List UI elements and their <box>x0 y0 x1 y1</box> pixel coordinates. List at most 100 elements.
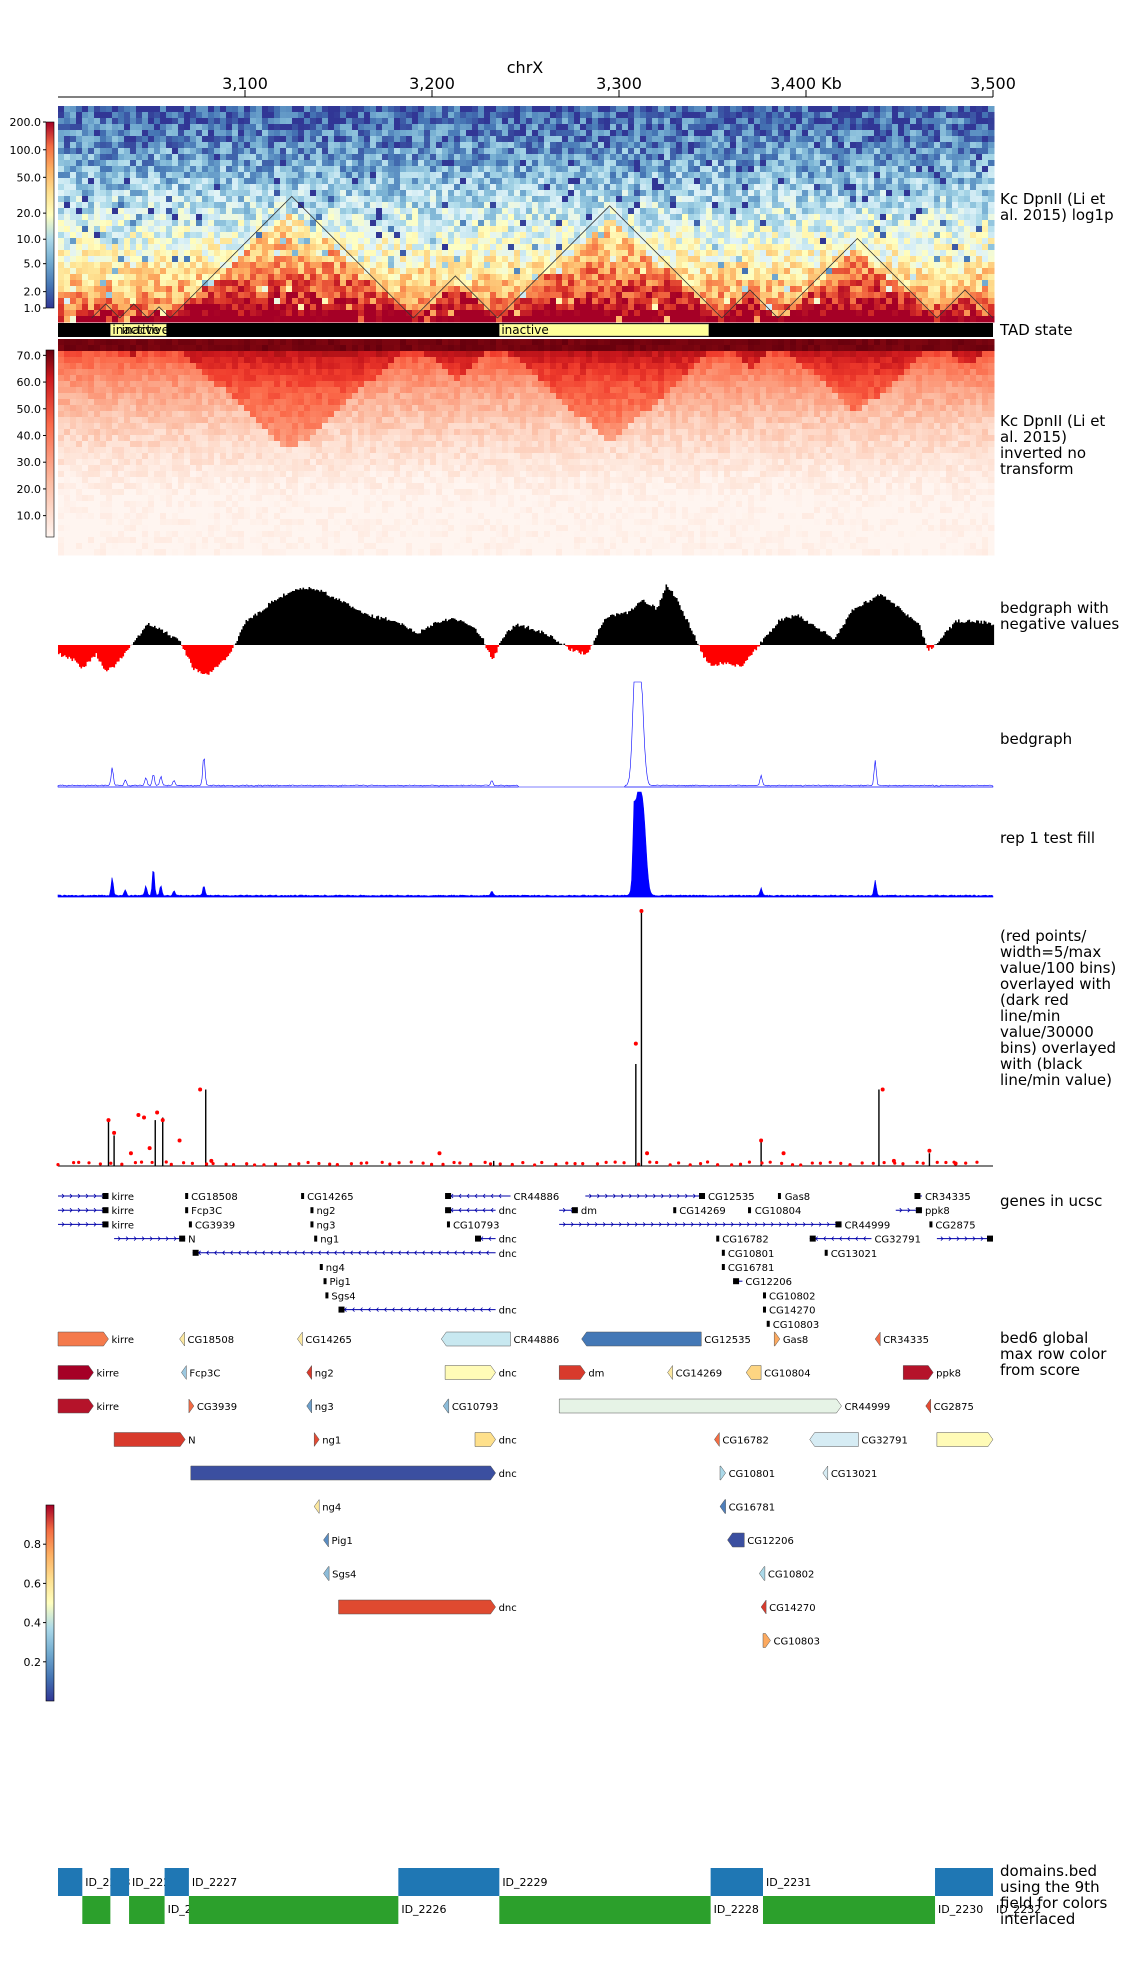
hic-cell <box>820 106 827 113</box>
hic-cell <box>448 190 455 197</box>
hic-cell <box>856 226 863 233</box>
hic-cell <box>760 136 767 143</box>
hic-cell <box>370 226 377 233</box>
hic-cell <box>688 226 695 233</box>
hic-cell <box>76 112 83 119</box>
hic-cell <box>352 106 359 113</box>
hic-cell <box>628 256 635 263</box>
hic-cell <box>664 160 671 167</box>
hic-cell <box>802 226 809 233</box>
hic-cell <box>628 310 635 317</box>
hic-cell <box>694 178 701 185</box>
hic-cell <box>772 268 779 275</box>
hic-cell <box>700 130 707 137</box>
hic-cell <box>100 310 107 317</box>
hic-cell <box>460 124 467 131</box>
hic-cell <box>490 268 497 275</box>
hic-cell <box>850 292 857 299</box>
hic-cell <box>268 172 275 179</box>
hic-cell <box>454 214 461 221</box>
hic-cell <box>364 232 371 239</box>
hic-cell <box>712 220 719 227</box>
hic-cell <box>448 136 455 143</box>
hic-cell <box>76 220 83 227</box>
hic-cell <box>298 154 305 161</box>
hic-cell <box>652 172 659 179</box>
hic-cell <box>388 298 395 305</box>
hic-cell <box>862 298 869 305</box>
hic-cell <box>238 238 245 245</box>
hic-cell <box>706 220 713 227</box>
hic-cell <box>424 112 431 119</box>
hic-cell <box>544 316 551 323</box>
hic-cell <box>838 112 845 119</box>
hic-cell <box>562 298 569 305</box>
hic-cell <box>316 202 323 209</box>
hic-cell <box>358 292 365 299</box>
hic-cell <box>316 226 323 233</box>
hic-cell <box>118 280 125 287</box>
hic-cell <box>370 256 377 263</box>
hic-cell <box>508 286 515 293</box>
hic-cell <box>316 106 323 113</box>
hic-cell <box>388 214 395 221</box>
hic-cell <box>82 172 89 179</box>
hic-cell <box>148 214 155 221</box>
hic-cell <box>70 202 77 209</box>
hic-cell <box>838 142 845 149</box>
hic-cell <box>58 226 65 233</box>
hic-cell <box>610 154 617 161</box>
hic-cell <box>172 196 179 203</box>
hic-cell <box>214 160 221 167</box>
hic-cell <box>796 292 803 299</box>
hic-cell <box>790 178 797 185</box>
hic-cell <box>148 124 155 131</box>
hic-cell <box>688 244 695 251</box>
hic-cell <box>208 196 215 203</box>
hic-cell <box>406 256 413 263</box>
hic-cell <box>508 250 515 257</box>
hic-cell <box>88 220 95 227</box>
hic-cell <box>232 172 239 179</box>
hic-cell <box>628 244 635 251</box>
hic-cell <box>460 196 467 203</box>
hic-cell <box>436 112 443 119</box>
hic-cell <box>706 130 713 137</box>
hic-cell <box>244 298 251 305</box>
hic-cell <box>724 160 731 167</box>
hic-cell <box>496 292 503 299</box>
hic-cell <box>160 172 167 179</box>
hic-cell <box>70 244 77 251</box>
hic-cell <box>514 178 521 185</box>
hic-cell <box>382 244 389 251</box>
hic-cell <box>790 166 797 173</box>
hic-cell <box>766 112 773 119</box>
hic-cell <box>502 148 509 155</box>
hic-cell <box>460 226 467 233</box>
hic-cell <box>844 316 851 323</box>
hic-cell <box>778 196 785 203</box>
hic-cell <box>304 244 311 251</box>
hic-cell <box>832 232 839 239</box>
hic-cell <box>598 244 605 251</box>
hic-cell <box>682 196 689 203</box>
hic-cell <box>736 160 743 167</box>
hic-cell <box>742 298 749 305</box>
hic-cell <box>832 190 839 197</box>
hic-cell <box>256 214 263 221</box>
hic-cell <box>652 160 659 167</box>
hic-cell <box>604 304 611 311</box>
hic-cell <box>874 286 881 293</box>
hic-cell <box>484 292 491 299</box>
hic-cell <box>772 292 779 299</box>
hic-cell <box>514 172 521 179</box>
hic-cell <box>178 202 185 209</box>
hic-cell <box>874 190 881 197</box>
hic-cell <box>862 154 869 161</box>
hic-cell <box>148 220 155 227</box>
hic-cell <box>436 310 443 317</box>
hic-cell <box>334 304 341 311</box>
hic-cell <box>796 280 803 287</box>
hic-cell <box>286 238 293 245</box>
hic-cell <box>226 142 233 149</box>
